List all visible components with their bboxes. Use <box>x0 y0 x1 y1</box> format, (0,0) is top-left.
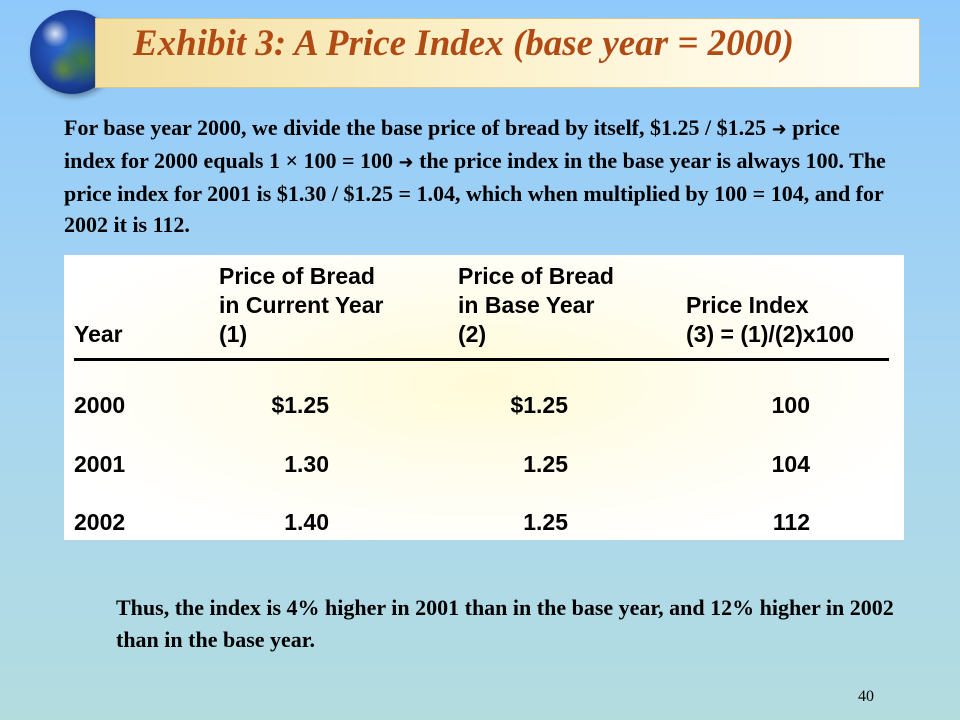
intro-text-1: For base year 2000, we divide the base p… <box>64 115 772 140</box>
table-row-index: 112 <box>772 509 810 535</box>
right-arrow-icon: ➜ <box>398 152 414 173</box>
right-arrow-icon: ➜ <box>771 119 787 140</box>
header-base-price: Price of Bread in Base Year (2) <box>458 263 614 347</box>
table-row-base-price: 1.25 <box>523 451 568 477</box>
header-price-index: Price Index (3) = (1)/(2)x100 <box>686 292 855 347</box>
intro-text-2: price index for 2000 equals 1 × 100 = 10… <box>64 115 840 173</box>
table-row-year: 2001 <box>74 451 126 477</box>
header-year: Year <box>74 321 123 347</box>
header-current-price: Price of Bread in Current Year (1) <box>219 263 384 347</box>
table-row-current-price: $1.25 <box>271 392 329 418</box>
table-row-base-price: 1.25 <box>523 509 568 535</box>
table-row-year: 2000 <box>74 392 126 418</box>
header-divider <box>74 358 889 361</box>
table-row-index: 100 <box>771 392 810 418</box>
price-index-table: Year Price of Bread in Current Year (1) … <box>64 255 904 540</box>
table-row-base-price: $1.25 <box>510 392 568 418</box>
conclusion-text: Thus, the index is 4% higher in 2001 tha… <box>116 595 894 652</box>
slide-title: Exhibit 3: A Price Index (base year = 20… <box>133 23 794 64</box>
table-row-current-price: 1.30 <box>284 451 329 477</box>
table-row-current-price: 1.40 <box>284 509 329 535</box>
intro-paragraph: For base year 2000, we divide the base p… <box>64 112 894 240</box>
title-bar <box>95 18 920 88</box>
conclusion-paragraph: Thus, the index is 4% higher in 2001 tha… <box>116 592 896 656</box>
table-row-year: 2002 <box>74 509 126 535</box>
page-number: 40 <box>858 688 874 705</box>
table-row-index: 104 <box>771 451 810 477</box>
intro-text-3: the price index in the base year is alwa… <box>64 148 886 237</box>
